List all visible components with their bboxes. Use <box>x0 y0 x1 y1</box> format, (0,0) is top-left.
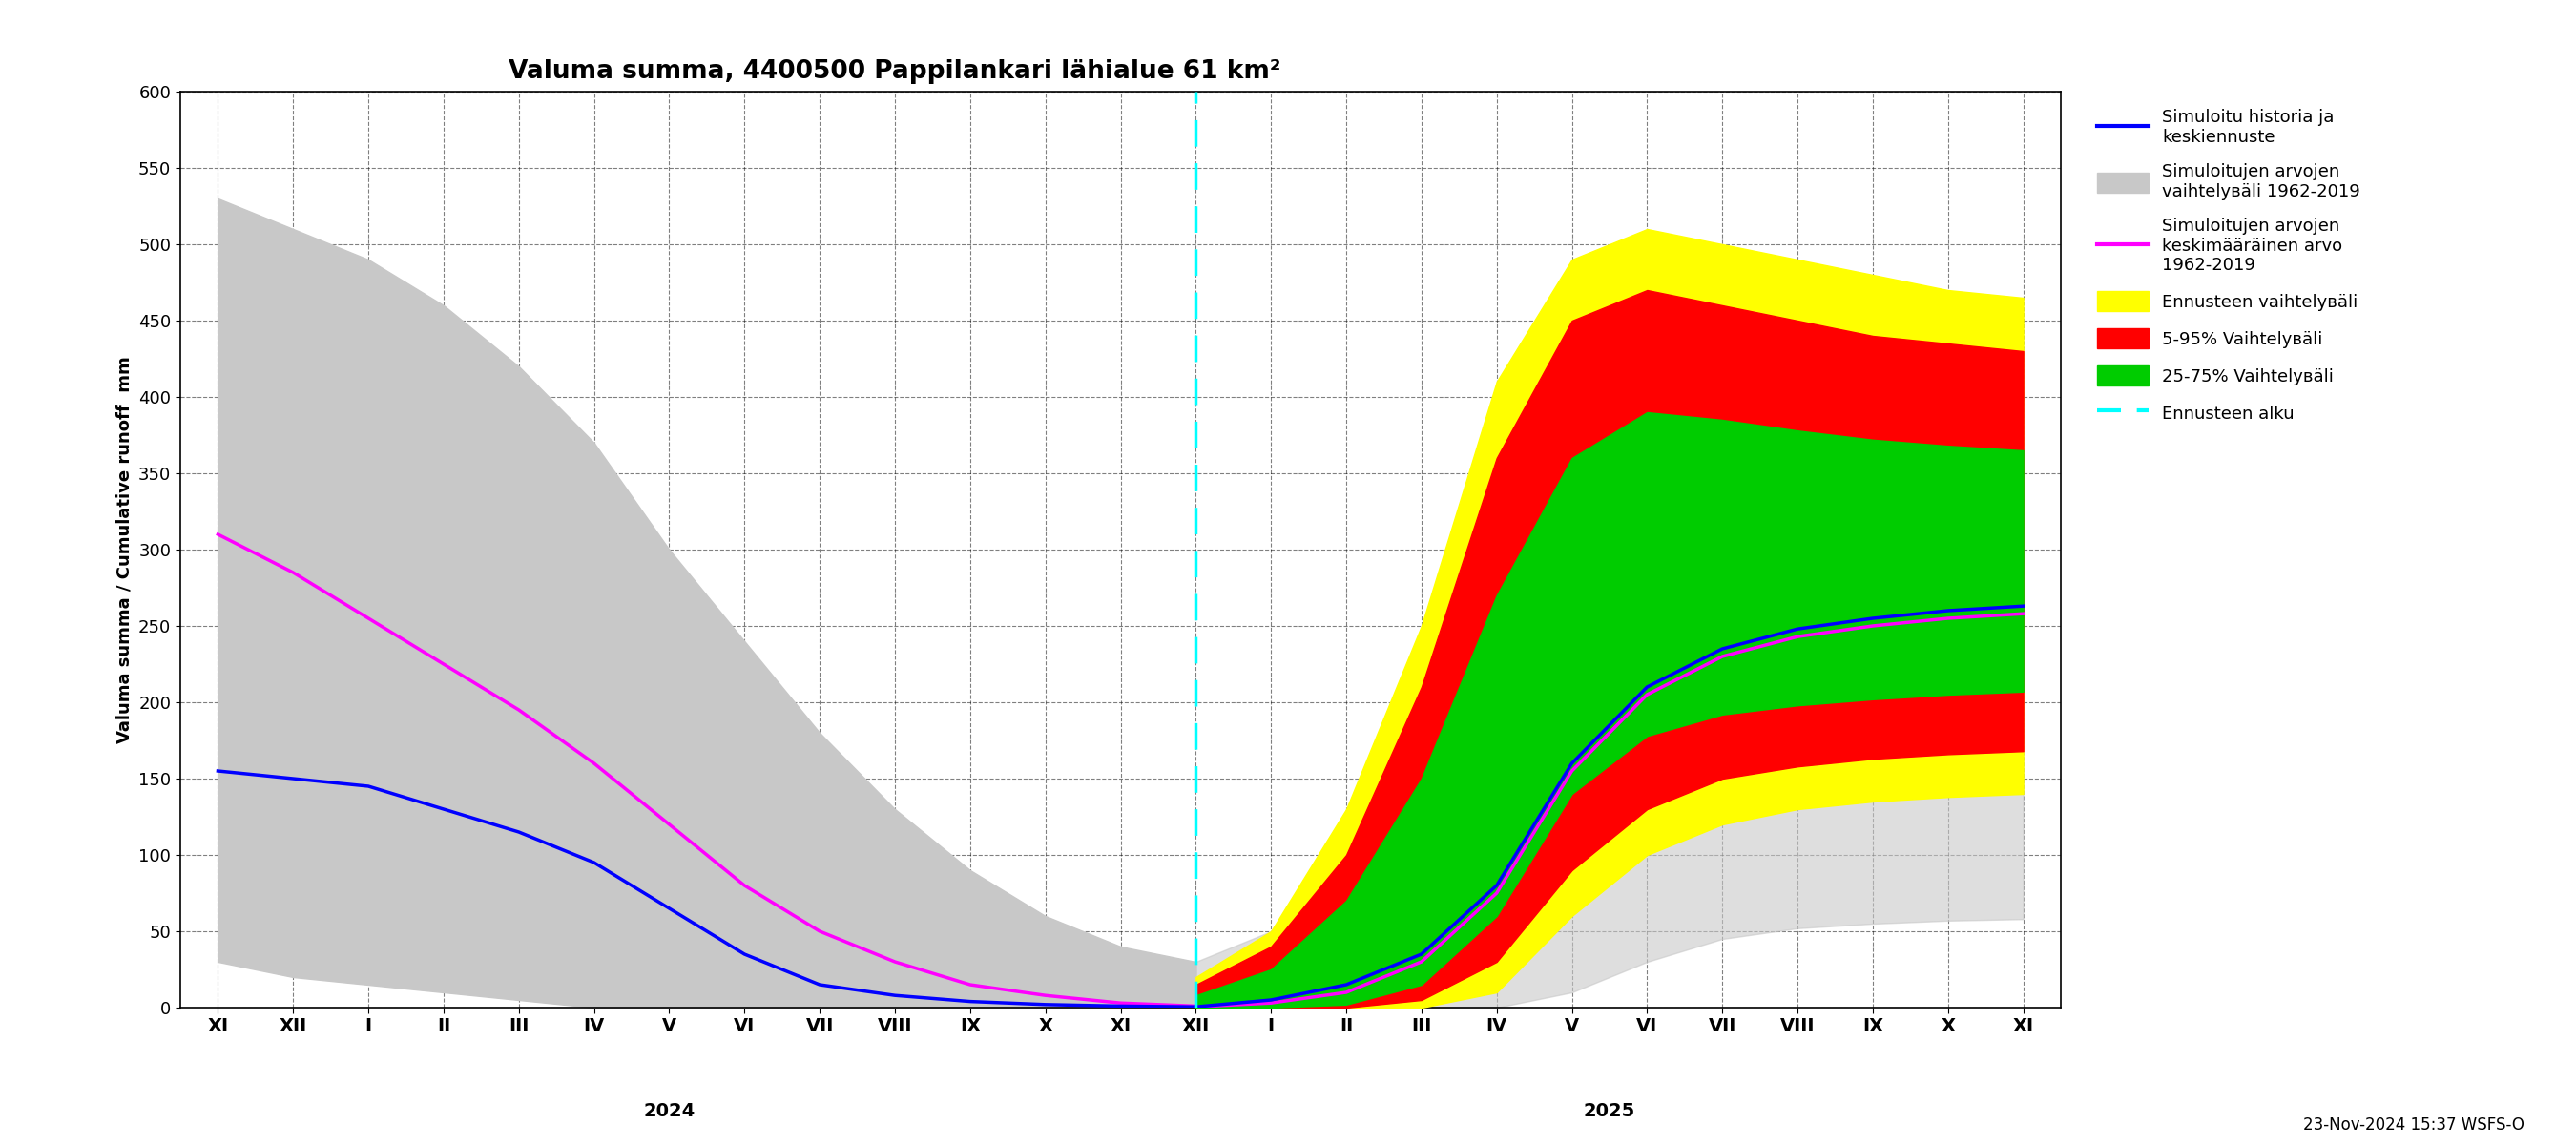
Text: 2025: 2025 <box>1584 1101 1636 1120</box>
Legend: Simuloitu historia ja
keskiennuste, Simuloitujen arvojen
vaihtelувäli 1962-2019,: Simuloitu historia ja keskiennuste, Simu… <box>2089 101 2370 432</box>
Text: 23-Nov-2024 15:37 WSFS-O: 23-Nov-2024 15:37 WSFS-O <box>2303 1116 2524 1134</box>
Y-axis label: Valuma summa / Cumulative runoff  mm: Valuma summa / Cumulative runoff mm <box>116 356 134 743</box>
Title: Valuma summa, 4400500 Pappilankari lähialue 61 km²: Valuma summa, 4400500 Pappilankari lähia… <box>510 60 1280 84</box>
Text: 2024: 2024 <box>644 1101 696 1120</box>
